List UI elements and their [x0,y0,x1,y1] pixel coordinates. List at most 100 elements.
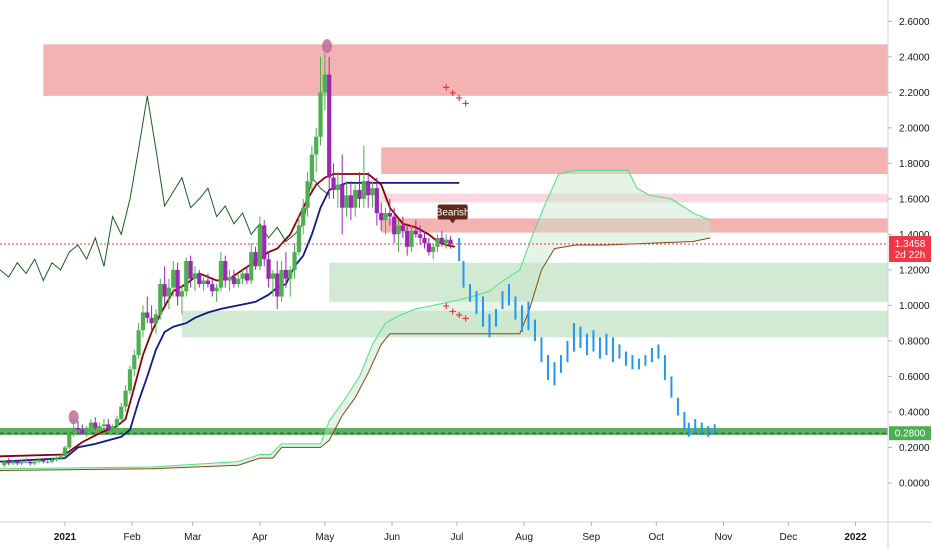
candle-body-55 [240,273,245,279]
candle-body-95 [413,230,418,235]
candle-body-101 [439,237,444,244]
candle-body-49 [214,287,219,292]
candle-body-34 [149,317,154,324]
signal-marker-1 [322,39,333,54]
x-tick-label-2: Mar [184,532,202,543]
candle-body-39 [171,269,176,288]
y-tick-label-9: 0.8000 [899,336,930,347]
lagging-line [0,95,330,282]
x-tick-label-11: Dec [779,532,797,543]
zone-support-4 [329,262,889,302]
candle-body-36 [158,284,163,315]
candle-body-99 [431,246,436,253]
candle-body-94 [409,230,414,247]
candle-body-68 [296,225,301,253]
x-tick-label-5: Jun [384,532,400,543]
candle-body-56 [244,273,250,281]
y-tick-label-4: 1.8000 [899,159,930,170]
y-tick-label-1: 2.4000 [899,52,930,63]
candle-body-65 [283,269,288,279]
candle-body-33 [145,312,150,318]
candle-body-15 [67,433,72,448]
candle-body-79 [344,195,349,208]
x-tick-label-8: Sep [582,532,600,543]
candle-body-4 [19,461,24,464]
candle-body-16 [71,427,76,434]
candle-body-13 [58,456,63,459]
candle-body-61 [266,259,271,279]
candle-body-46 [201,280,206,285]
plus-mark-7: + [461,313,469,324]
candle-body-48 [210,284,215,292]
candle-body-59 [257,225,263,267]
candle-body-58 [253,252,258,267]
annotation-pointer [449,219,456,224]
x-tick-label-6: Jul [451,532,464,543]
plus-mark-6: + [455,310,463,321]
candle-body-24 [106,424,111,430]
candle-body-37 [162,284,167,297]
candle-body-6 [28,461,33,464]
y-tick-label-6: 1.4000 [899,230,930,241]
candle-body-50 [218,261,224,288]
candle-body-17 [75,427,81,430]
candle-body-102 [444,239,449,244]
candle-body-19 [84,427,89,434]
candle-body-30 [132,355,137,370]
cloud-fill [0,170,711,471]
candle-body-60 [262,225,267,260]
candle-body-18 [80,429,85,434]
candle-body-93 [405,230,410,247]
y-tick-label-8: 1.0000 [899,301,930,312]
candle-body-85 [370,188,375,196]
candle-body-8 [36,459,42,462]
base-line [0,173,455,458]
candle-body-44 [192,273,198,279]
candle-body-69 [301,207,306,226]
candle-body-89 [387,213,392,217]
x-tick-label-12: 2022 [844,532,867,543]
candle-body-0 [2,461,7,466]
candle-body-77 [335,184,340,190]
candle-body-31 [136,330,141,356]
candle-body-66 [288,269,293,279]
plus-mark-2: + [455,93,463,104]
y-tick-label-2: 2.2000 [899,88,930,99]
y-tick-label-13: 0.0000 [899,478,930,489]
y-tick-label-0: 2.6000 [899,17,930,28]
zone-resistance-3 [381,218,888,233]
candle-body-42 [184,261,189,292]
candle-body-25 [110,426,115,430]
projection-layer [458,237,716,437]
candle-body-92 [400,225,405,231]
candle-body-88 [383,213,388,221]
candle-body-98 [426,243,431,253]
candle-body-45 [197,273,202,285]
candle-body-81 [353,189,358,208]
candle-body-29 [127,369,133,391]
candle-body-75 [327,74,332,178]
candle-body-32 [140,312,146,331]
y-tick-label-12: 0.2000 [899,443,930,454]
candle-body-22 [97,426,102,428]
candle-body-23 [101,424,107,427]
zone-support-strong-6 [0,427,888,435]
candle-body-78 [340,184,345,208]
plus-mark-1: + [448,88,456,99]
candle-body-103 [448,239,453,244]
candle-body-9 [41,459,46,462]
y-tick-label-3: 2.0000 [899,123,930,134]
candle-body-83 [361,181,366,199]
candle-body-54 [236,278,241,285]
candle-body-20 [88,422,94,428]
current-price-countdown: 2d 22h [895,250,926,261]
candle-body-53 [231,276,237,285]
x-tick-label-3: Apr [252,532,268,543]
candle-body-38 [166,287,172,297]
candle-body-21 [93,422,98,428]
candle-body-63 [275,273,280,297]
candle-body-35 [153,314,159,324]
candle-body-72 [314,136,319,155]
